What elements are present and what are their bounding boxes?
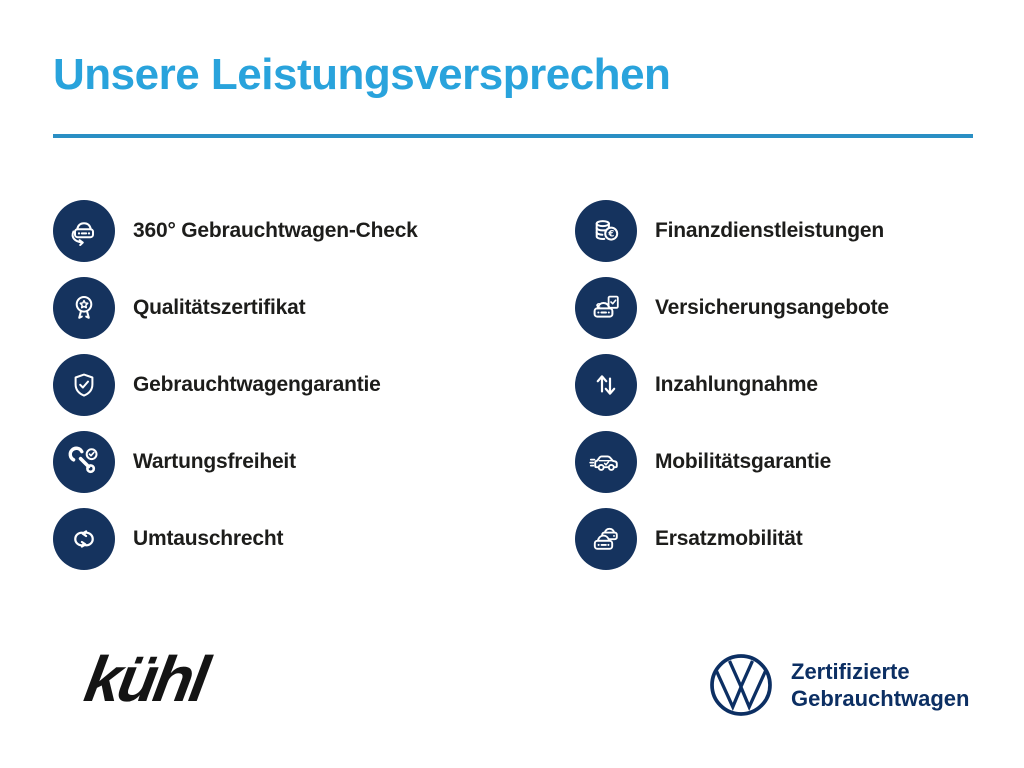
service-row-wartungsfreiheit: Wartungsfreiheit: [53, 431, 418, 493]
service-row-inzahlungnahme: Inzahlungnahme: [575, 354, 889, 416]
service-row-360-check: 360° Gebrauchtwagen-Check: [53, 200, 418, 262]
service-row-qualitaetszertifikat: Qualitätszertifikat: [53, 277, 418, 339]
service-label: Wartungsfreiheit: [133, 450, 296, 473]
service-label: Umtauschrecht: [133, 527, 284, 550]
service-row-mobilitaetsgarantie: Mobilitätsgarantie: [575, 431, 889, 493]
service-label: Inzahlungnahme: [655, 373, 818, 396]
title-divider: [53, 134, 973, 138]
service-label: Mobilitätsgarantie: [655, 450, 832, 473]
two-cars-icon: [575, 508, 637, 570]
services-column-right: € Finanzdienstleistungen € Versicherungs…: [575, 200, 889, 570]
kuehl-dealer-logo: kühl: [79, 643, 212, 715]
page-title: Unsere Leistungsversprechen: [53, 50, 671, 99]
shield-check-icon: [53, 354, 115, 416]
up-down-arrows-icon: [575, 354, 637, 416]
vw-badge-line2: Gebrauchtwagen: [791, 686, 970, 711]
service-label: Ersatzmobilität: [655, 527, 803, 550]
exchange-arrows-icon: [53, 508, 115, 570]
vw-badge-line1: Zertifizierte: [791, 659, 910, 684]
car-360-icon: [53, 200, 115, 262]
svg-text:€: €: [607, 230, 614, 240]
service-row-umtauschrecht: Umtauschrecht: [53, 508, 418, 570]
car-document-check-icon: €: [575, 277, 637, 339]
services-column-left: 360° Gebrauchtwagen-Check Qualitätszerti…: [53, 200, 418, 570]
service-row-garantie: Gebrauchtwagengarantie: [53, 354, 418, 416]
service-label: Versicherungsangebote: [655, 296, 889, 319]
service-row-ersatzmobilitaet: Ersatzmobilität: [575, 508, 889, 570]
coins-euro-icon: €: [575, 200, 637, 262]
service-label: Finanzdienstleistungen: [655, 219, 884, 242]
service-row-finanzdienstleistungen: € Finanzdienstleistungen: [575, 200, 889, 262]
service-label: Qualitätszertifikat: [133, 296, 306, 319]
wrench-check-icon: [53, 431, 115, 493]
vw-logo-icon: [710, 654, 772, 716]
vw-badge-text: Zertifizierte Gebrauchtwagen: [791, 658, 969, 712]
vw-certified-badge: Zertifizierte Gebrauchtwagen: [706, 650, 969, 720]
quality-medal-icon: [53, 277, 115, 339]
fast-car-icon: [575, 431, 637, 493]
service-row-versicherungsangebote: € Versicherungsangebote: [575, 277, 889, 339]
service-label: 360° Gebrauchtwagen-Check: [133, 219, 418, 242]
service-label: Gebrauchtwagengarantie: [133, 373, 381, 396]
svg-text:€: €: [595, 301, 601, 309]
